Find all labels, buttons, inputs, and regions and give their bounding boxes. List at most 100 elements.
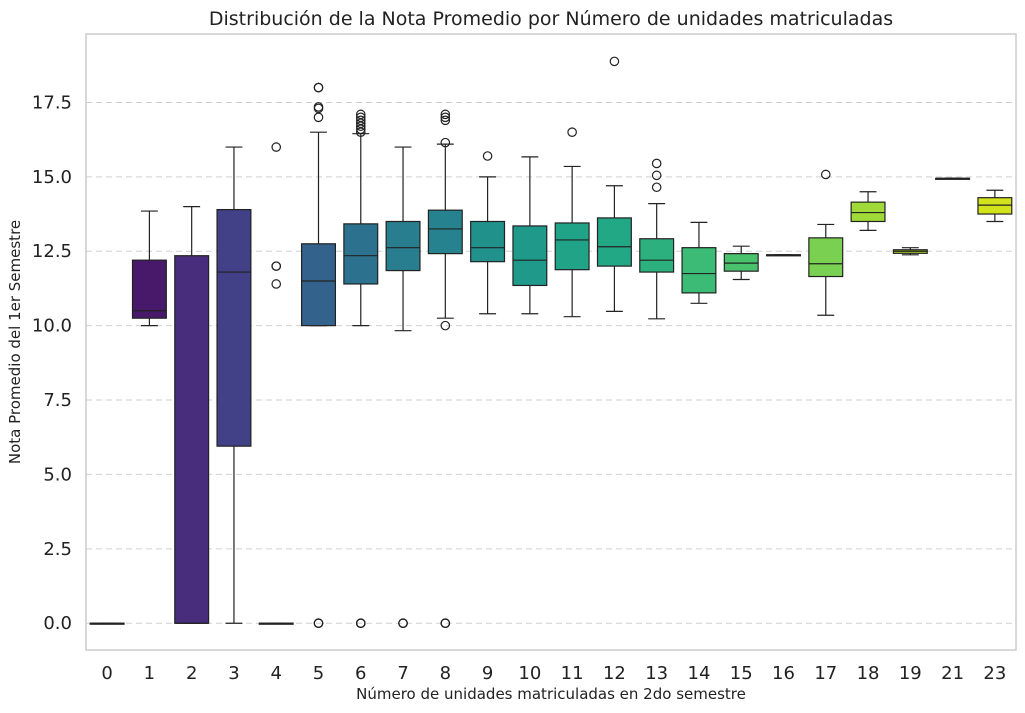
x-tick-label: 0 [101,663,112,684]
box [554,222,590,271]
chart-title: Distribución de la Nota Promedio por Núm… [209,8,893,30]
x-tick-label: 18 [857,663,880,684]
box [808,237,844,278]
outlier-point [271,261,282,271]
outlier-point [440,115,451,126]
outlier-point [355,127,366,138]
x-tick-label: 4 [271,663,282,684]
x-tick-label: 16 [772,663,795,684]
box-group-9 [470,151,506,315]
box-group-2 [174,205,210,624]
y-tick-label: 7.5 [43,390,72,411]
x-tick-label: 5 [313,663,324,684]
box [850,201,886,223]
x-tick-label: 19 [899,663,922,684]
box-group-8 [427,109,463,629]
box-group-6 [343,109,379,629]
box-group-10 [512,156,548,315]
x-tick-label: 8 [440,663,451,684]
box-group-13 [639,158,675,320]
box-group-11 [554,127,590,318]
box [385,220,421,272]
box [596,217,632,267]
box-group-14 [681,221,717,304]
outlier-point [355,124,366,135]
plot-frame [85,33,1017,651]
outlier-point [820,169,831,180]
box-layer [89,56,1013,629]
outlier-point [609,56,620,67]
box-group-18 [850,191,886,232]
y-tick-label: 2.5 [43,539,72,560]
x-tick-label: 2 [186,663,197,684]
y-tick-label: 12.5 [32,241,72,262]
outlier-point [271,279,282,289]
x-tick-label: 13 [645,663,668,684]
x-tick-label: 6 [355,663,366,684]
box-group-17 [808,169,844,316]
outlier-point [313,82,324,93]
x-tick-label: 3 [228,663,239,684]
box [977,197,1013,215]
x-tick-label: 10 [518,663,541,684]
box-group-3 [216,146,252,624]
box [681,247,717,294]
outlier-point [651,170,662,181]
outlier-point [440,112,451,123]
outlier-point [651,158,662,169]
outlier-point [482,151,493,161]
y-tick-label: 17.5 [32,92,72,113]
y-tick-label: 5.0 [43,464,72,485]
x-tick-label: 12 [603,663,626,684]
box [723,253,759,272]
x-tick-label: 17 [814,663,837,684]
outlier-point [313,112,324,123]
x-tick-label: 1 [144,663,155,684]
box-group-21 [935,177,971,180]
box-group-15 [723,245,759,281]
box [131,259,167,319]
box-group-4 [258,142,294,625]
y-tick-label: 15.0 [32,167,72,188]
outlier-point [313,618,324,629]
outlier-point [567,127,577,138]
box-group-5 [300,82,337,629]
x-axis-label: Número de unidades matriculadas en 2do s… [356,685,746,703]
y-axis-label: Nota Promedio del 1er Semestre [6,220,24,464]
box-group-16 [765,254,802,257]
outlier-point [440,137,451,148]
outlier-point [355,121,366,132]
box-group-7 [385,146,421,629]
x-tick-label: 21 [941,663,964,684]
y-tick-label: 10.0 [32,316,72,337]
box [470,220,506,263]
outlier-point [440,109,451,120]
box [343,223,379,285]
x-tick-label: 11 [561,663,584,684]
box-group-12 [596,56,632,312]
outlier-point [398,618,408,629]
box-group-0 [89,622,125,625]
x-tick-label: 15 [730,663,753,684]
outlier-point [271,142,282,152]
box [639,238,675,273]
box [512,225,548,287]
outlier-point [355,618,366,629]
x-tick-labels: 0 1 2 3 4 5 6 7 8 9 10 11 12 13 14 15 16 17 18 19 21 23 [101,663,1006,684]
outlier-point [651,182,662,193]
box-group-1 [131,210,167,327]
box [174,255,210,624]
outlier-point [440,320,451,331]
x-tick-label: 14 [688,663,711,684]
outlier-point [440,618,451,629]
box [300,243,337,327]
box-group-19 [892,247,928,256]
y-tick-labels: 0.0 2.5 5.0 7.5 10.0 12.5 15.0 17.5 [32,92,72,634]
y-tick-label: 0.0 [43,613,72,634]
x-tick-label: 7 [397,663,408,684]
box [216,208,252,447]
x-tick-label: 23 [983,663,1006,684]
box-group-23 [977,189,1013,223]
